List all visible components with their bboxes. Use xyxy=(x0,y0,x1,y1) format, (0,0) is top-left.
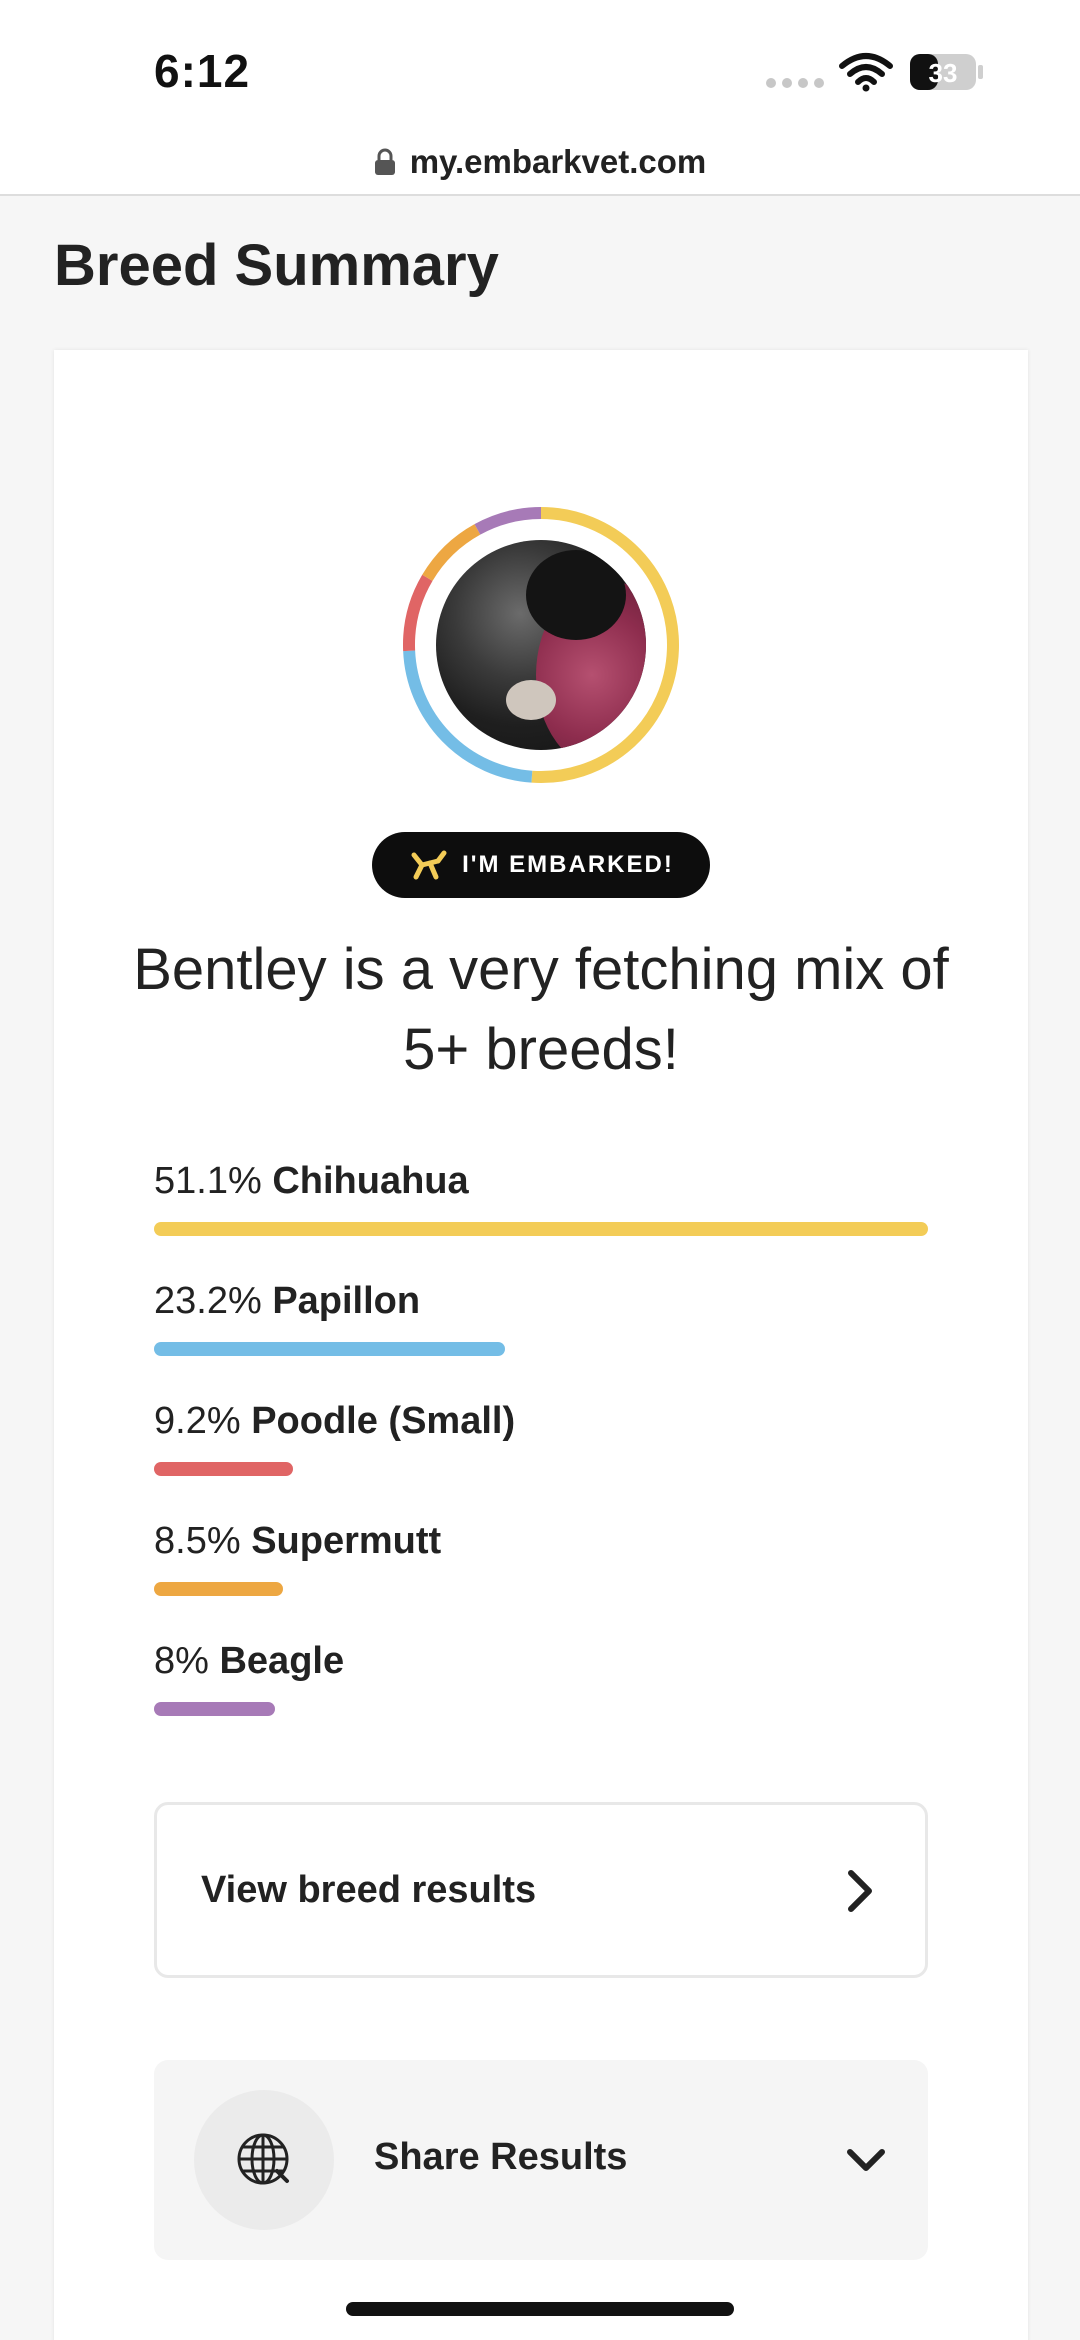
view-breed-results-button[interactable]: View breed results xyxy=(154,1802,928,1978)
badge-label: I'M EMBARKED! xyxy=(462,851,674,878)
url-text[interactable]: my.embarkvet.com xyxy=(409,143,707,180)
globe-icon xyxy=(237,2133,289,2185)
page-title: Breed Summary xyxy=(54,233,499,298)
breed-bar xyxy=(154,1222,928,1236)
status-time: 6:12 xyxy=(154,45,251,97)
breed-percent: 8% xyxy=(154,1640,209,1682)
battery-level: 33 xyxy=(929,58,958,88)
breed-bar xyxy=(154,1702,275,1716)
breed-donut-ring xyxy=(403,507,679,783)
breed-name: Papillon xyxy=(272,1280,421,1322)
wifi-icon xyxy=(839,53,893,92)
address-bar[interactable]: my.embarkvet.com xyxy=(0,130,1080,196)
embarked-badge: I'M EMBARKED! xyxy=(372,832,710,898)
donut-segment-chihuahua xyxy=(531,507,679,783)
breed-row: 9.2% Poodle (Small) xyxy=(154,1400,934,1476)
donut-segment-supermutt xyxy=(422,524,481,581)
globe-icon-wrap xyxy=(194,2090,334,2230)
home-indicator[interactable] xyxy=(346,2302,734,2316)
breed-row: 8.5% Supermutt xyxy=(154,1520,934,1596)
embark-dog-icon xyxy=(411,850,447,880)
breed-percent: 8.5% xyxy=(154,1520,241,1562)
dog-photo xyxy=(436,540,646,750)
breed-row: 51.1% Chihuahua xyxy=(154,1160,934,1236)
donut-segment-beagle xyxy=(474,507,542,535)
breed-mix-headline: Bentley is a very fetching mix of 5+ bre… xyxy=(133,937,949,1082)
breed-percent: 51.1% xyxy=(154,1160,262,1202)
breed-name: Poodle (Small) xyxy=(251,1400,516,1442)
breed-bar xyxy=(154,1342,505,1356)
donut-segment-poodle-small xyxy=(403,574,433,652)
breed-name: Supermutt xyxy=(251,1520,442,1562)
chevron-right-icon xyxy=(848,1870,872,1912)
breed-percent: 9.2% xyxy=(154,1400,241,1442)
view-breed-results-label: View breed results xyxy=(201,1868,537,1911)
breed-row: 23.2% Papillon xyxy=(154,1280,934,1356)
breed-bar xyxy=(154,1582,283,1596)
breed-percent: 23.2% xyxy=(154,1280,262,1322)
breed-name: Chihuahua xyxy=(272,1160,469,1202)
share-results-toggle[interactable]: Share Results xyxy=(154,2060,928,2260)
chevron-down-icon xyxy=(847,2149,885,2171)
breed-row: 8% Beagle xyxy=(154,1640,934,1716)
cellular-signal-icon xyxy=(766,78,824,88)
breed-summary-card: I'M EMBARKED! Bentley is a very fetching… xyxy=(54,350,1028,2340)
lock-icon xyxy=(374,148,395,175)
share-results-label: Share Results xyxy=(374,2136,628,2178)
status-bar: 6:12 33 xyxy=(0,0,1080,130)
donut-segment-papillon xyxy=(403,650,533,783)
battery-icon: 33 xyxy=(910,54,983,90)
breed-name: Beagle xyxy=(219,1640,345,1682)
breed-bar xyxy=(154,1462,293,1476)
